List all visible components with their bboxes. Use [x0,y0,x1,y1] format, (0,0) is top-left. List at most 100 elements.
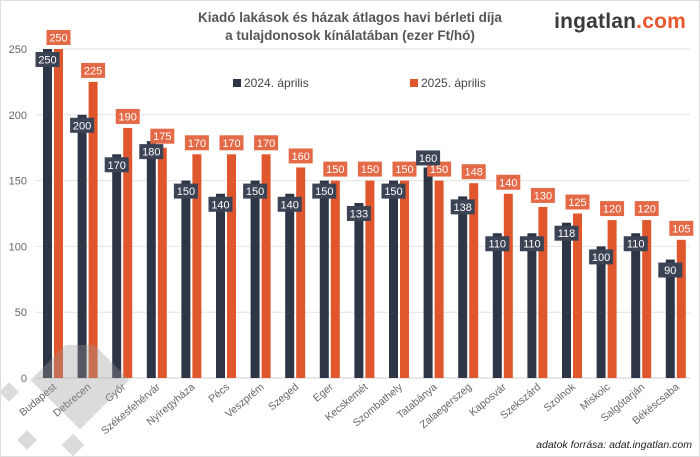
legend-swatch [233,79,241,87]
data-label-2025-bg [600,201,625,217]
data-label-2024-bg [173,183,198,199]
bar-2024 [527,233,537,378]
bar-2024 [250,180,260,378]
ingatlan-logo: ingatlan.com [554,10,686,34]
data-label-2024-bg [312,183,337,199]
data-label-2024-bg [658,262,683,278]
bar-2024 [146,141,156,378]
data-label-2024: 160 [419,153,437,165]
data-label-2024: 150 [246,186,264,198]
bar-2025 [400,180,409,378]
data-label-2024: 100 [592,252,610,264]
x-tick-label: Eger [311,381,336,405]
x-tick-label: Pécs [206,381,232,405]
legend-label: 2024. április [244,76,309,90]
data-label-2025-bg [219,135,244,151]
data-label-2025-bg [254,135,279,151]
data-label-2025: 225 [84,65,102,77]
data-label-2024: 140 [281,199,299,211]
bar-2024 [631,233,641,378]
x-tick-label: Győr [103,381,129,405]
x-tick-label: Szeged [266,381,301,413]
data-label-2024: 138 [454,202,472,214]
data-label-2024-bg [450,199,475,215]
data-label-2024: 180 [142,147,160,159]
bar-2025 [157,147,167,378]
bar-2024 [354,202,364,378]
data-label-2025: 120 [638,204,656,216]
data-label-2025-bg [461,164,486,180]
data-label-2024-bg [346,205,371,221]
data-label-2024: 110 [489,239,507,251]
data-label-2025-bg [184,135,209,151]
bar-2024 [216,193,225,378]
data-label-2024: 150 [384,186,402,198]
data-label-2025-bg [150,128,175,144]
data-label-2025: 148 [465,167,483,179]
data-label-2025-bg [46,30,71,45]
bar-2024 [389,180,398,378]
data-label-2024-bg [554,225,579,241]
legend: 2024. április 2025. április [233,76,486,90]
bar-2025 [642,220,652,378]
data-label-2025: 150 [361,164,379,176]
bar-2025 [607,220,617,378]
data-label-2025: 250 [49,33,67,45]
data-label-2024-bg [416,150,441,166]
bar-2025 [330,180,340,378]
bar-2025 [503,193,513,378]
data-label-2024: 110 [523,239,541,251]
data-label-2025: 190 [119,111,137,123]
bar-2024 [596,246,606,378]
data-label-2024: 170 [108,160,126,172]
data-label-2025: 105 [672,223,690,235]
bar-2024 [181,180,191,378]
y-tick-label: 150 [9,176,27,188]
data-label-2024-bg [70,117,95,133]
data-label-2025-bg [634,201,659,217]
bar-2025 [296,167,306,378]
data-label-2025-bg [565,194,590,210]
data-label-2024-bg [104,157,129,173]
bar-2025 [469,183,479,378]
data-label-2025: 150 [430,164,448,176]
chart-title-line1: Kiadó lakások és házak átlagos havi bérl… [198,10,502,25]
data-label-2025: 170 [188,138,206,150]
chart-title-line2: a tulajdonosok kínálatában (ezer Ft/hó) [225,28,475,43]
data-label-2024: 133 [350,208,368,220]
data-label-2025: 125 [568,197,586,209]
data-label-2025: 120 [603,204,621,216]
bar-2024 [492,233,502,378]
x-tick-label: Veszprém [223,381,267,420]
bar-2025 [54,49,63,378]
data-label-2024-bg [519,236,544,252]
bar-2025 [261,154,271,378]
data-label-2024: 110 [627,239,645,251]
y-tick-label: 250 [9,44,27,56]
data-label-2025-bg [323,161,348,177]
data-label-2025-bg [530,187,555,203]
bar-2024 [43,49,52,378]
bar-2025 [365,180,375,378]
legend-label: 2025. április [421,76,486,90]
data-label-2024-bg [381,183,406,199]
bar-2025 [192,154,202,378]
data-label-2024-bg [139,144,164,160]
x-tick-label: Szolnok [542,381,579,415]
legend-swatch [410,79,418,87]
bar-2025 [573,213,582,378]
data-label-2024-bg [35,52,60,67]
bar-2024 [562,222,571,378]
bars [43,49,686,379]
data-source-note: adatok forrása: adat.ingatlan.com [536,439,692,451]
data-label-2024: 250 [38,55,56,67]
bar-2024 [77,114,87,379]
data-label-2025-bg [357,161,382,177]
data-labels: 250 250 225 200 190 170 175 180 170 150 170 140 170 1… [35,30,694,278]
data-label-2024: 140 [211,199,229,211]
data-label-2024-bg [623,236,648,252]
y-axis-ticks: 0 50 100 150 200 250 [9,44,27,385]
y-tick-label: 50 [15,307,27,319]
